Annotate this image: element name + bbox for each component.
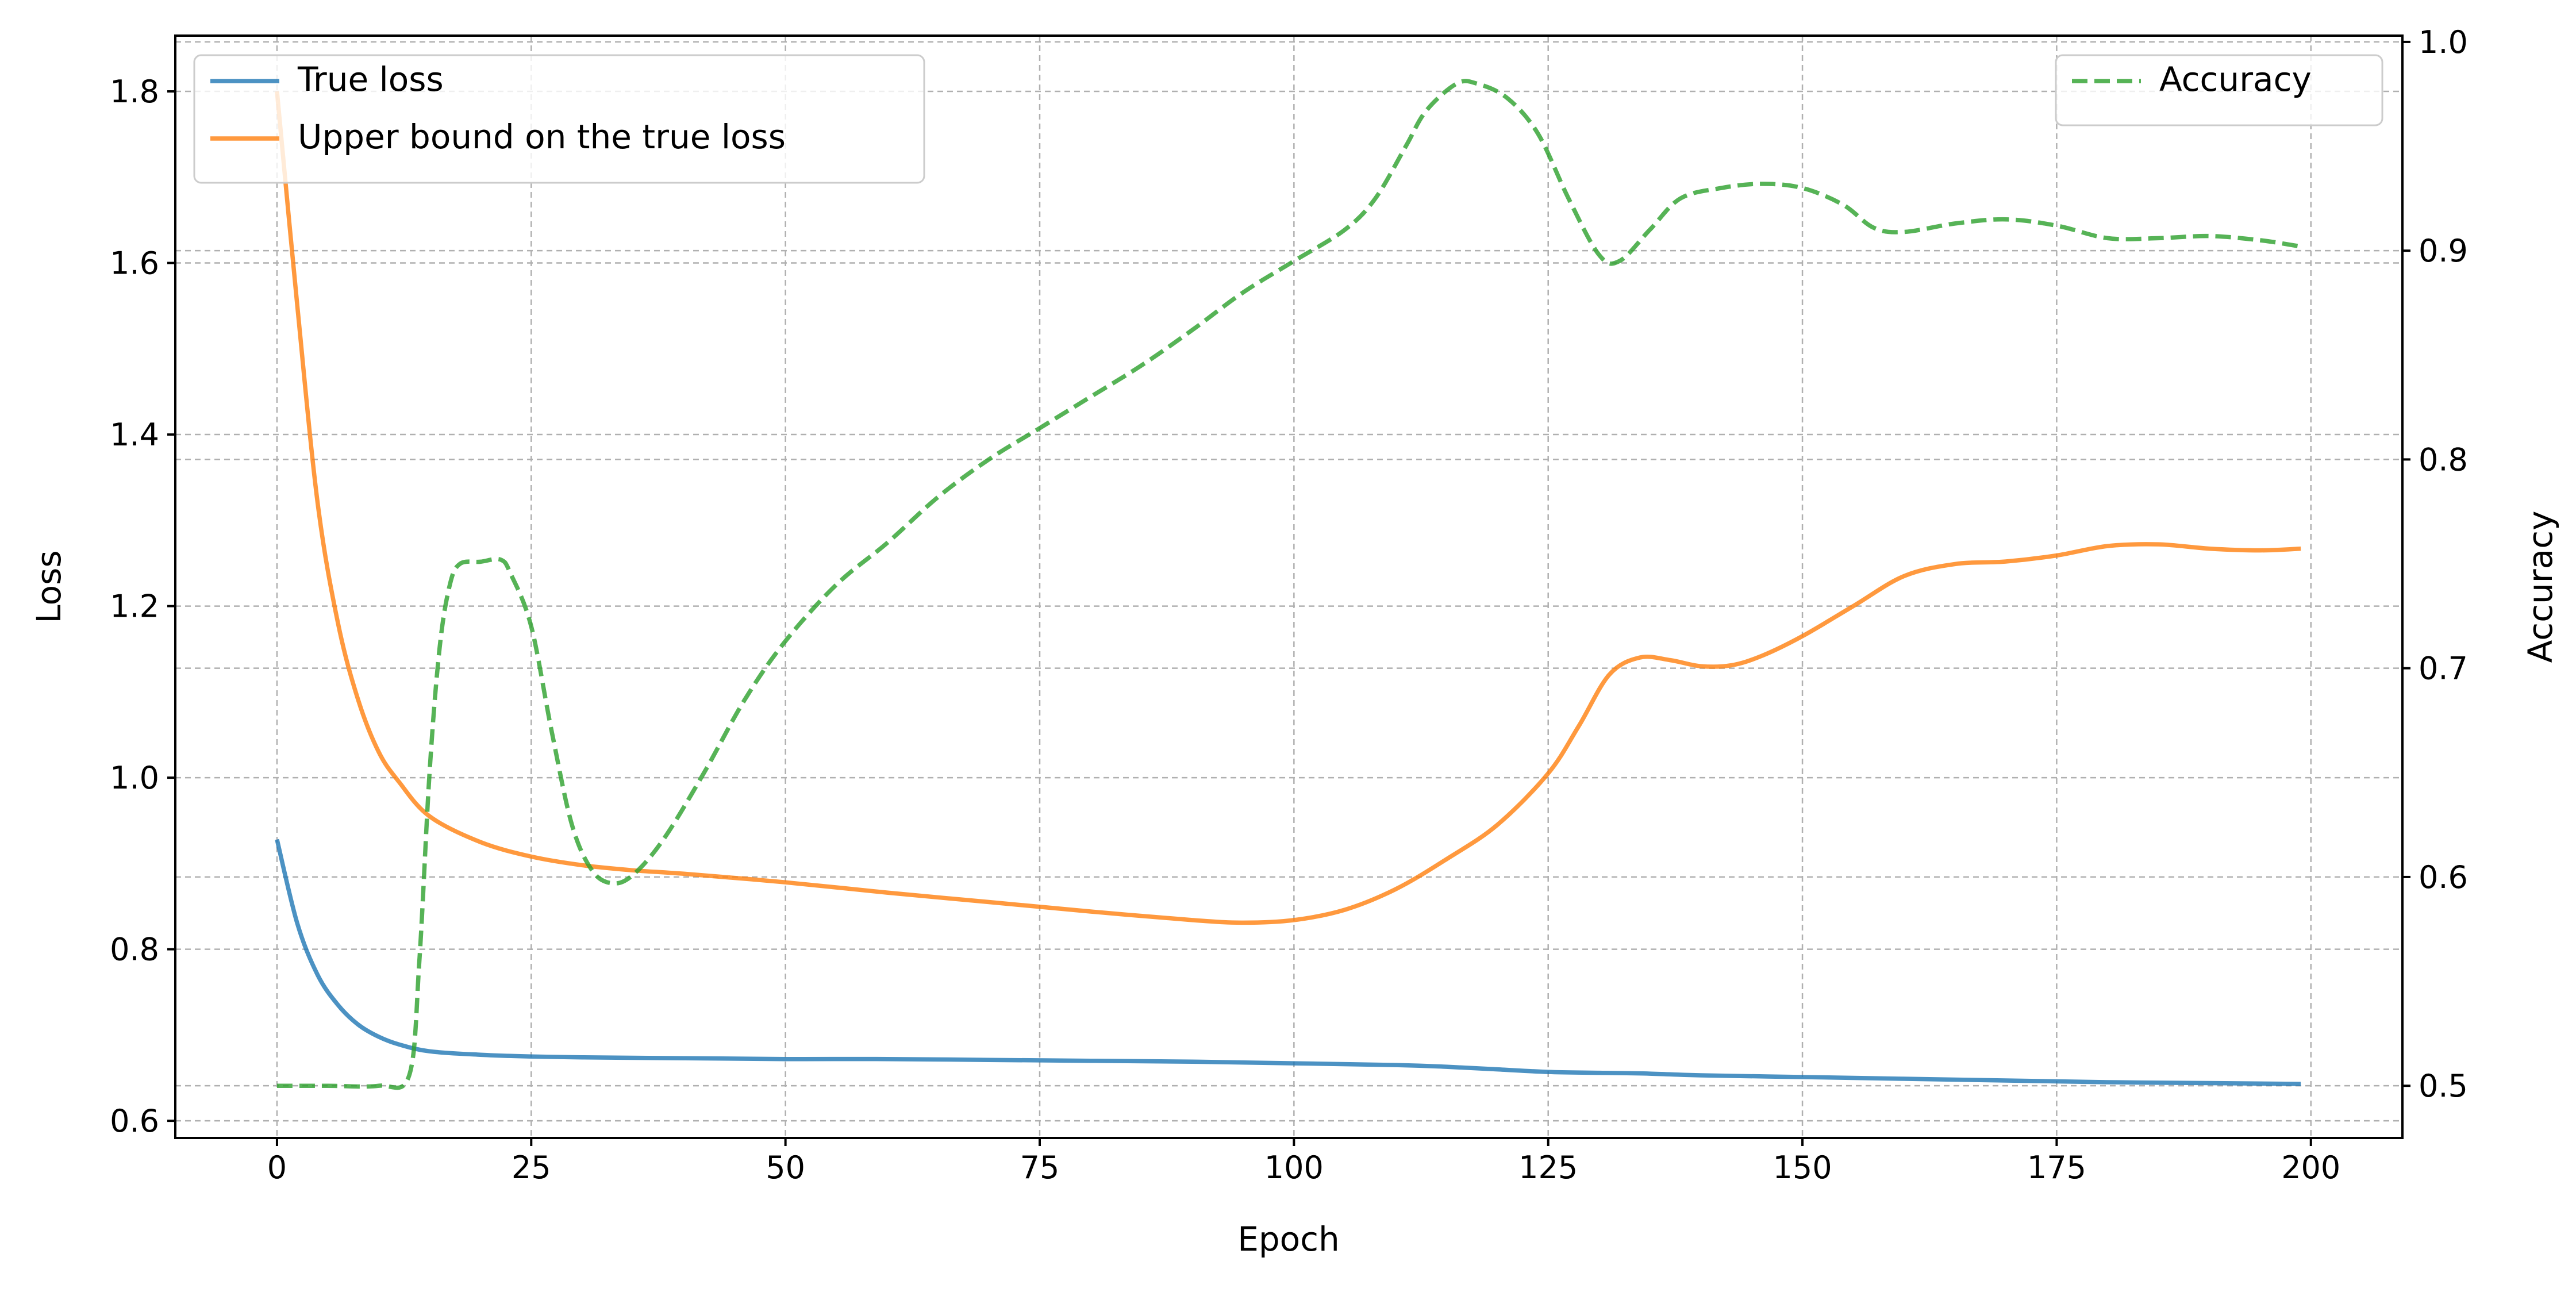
- x-tick-label: 200: [2281, 1149, 2340, 1186]
- x-tick-label: 125: [1518, 1149, 1578, 1186]
- legend-label: Accuracy: [2159, 60, 2312, 99]
- y-left-tick-label: 1.8: [110, 74, 159, 110]
- true-loss-line: [275, 839, 2301, 1086]
- plot-frame: [174, 34, 2404, 1139]
- y-left-tick-label: 1.0: [110, 760, 159, 796]
- axis-ticks: 0 25 50 75 100 125 150 175 200 0.6 0.8 1.0 1.2 1.4 1.6…: [110, 24, 2468, 1186]
- y-right-tick-label: 0.9: [2419, 233, 2468, 269]
- series-layer: [275, 79, 2301, 1090]
- x-tick-label: 25: [512, 1149, 551, 1186]
- x-axis-title: Epoch: [1237, 1220, 1340, 1259]
- legend-box: [193, 54, 925, 184]
- x-tick-label: 175: [2027, 1149, 2086, 1186]
- x-tick-label: 150: [1773, 1149, 1832, 1186]
- legend-label: Upper bound on the true loss: [298, 117, 786, 156]
- y-right-tick-label: 0.8: [2419, 441, 2468, 478]
- legend-label: True loss: [297, 60, 444, 99]
- y-left-tick-label: 1.2: [110, 589, 159, 625]
- grid-lines: [175, 36, 2402, 1138]
- y-left-tick-label: 0.6: [110, 1103, 159, 1139]
- x-tick-label: 0: [267, 1149, 287, 1186]
- y-right-tick-label: 1.0: [2419, 24, 2468, 60]
- y-right-tick-label: 0.6: [2419, 859, 2468, 895]
- legend-left: True loss Upper bound on the true loss: [193, 54, 925, 184]
- y-axis-left-title: Loss: [29, 550, 68, 623]
- y-left-tick-label: 1.4: [110, 417, 159, 453]
- accuracy-line: [276, 79, 2301, 1090]
- legend-right: Accuracy: [2055, 54, 2383, 126]
- y-axis-right-title: Accuracy: [2521, 511, 2560, 663]
- legend-box: [2055, 54, 2383, 126]
- x-tick-label: 100: [1264, 1149, 1324, 1186]
- y-left-tick-label: 0.8: [110, 932, 159, 968]
- y-right-tick-label: 0.7: [2419, 651, 2468, 687]
- x-tick-label: 50: [766, 1149, 805, 1186]
- x-tick-label: 75: [1020, 1149, 1060, 1186]
- y-right-tick-label: 0.5: [2419, 1068, 2468, 1104]
- y-left-tick-label: 1.6: [110, 245, 159, 282]
- upper-bound-line: [275, 91, 2301, 925]
